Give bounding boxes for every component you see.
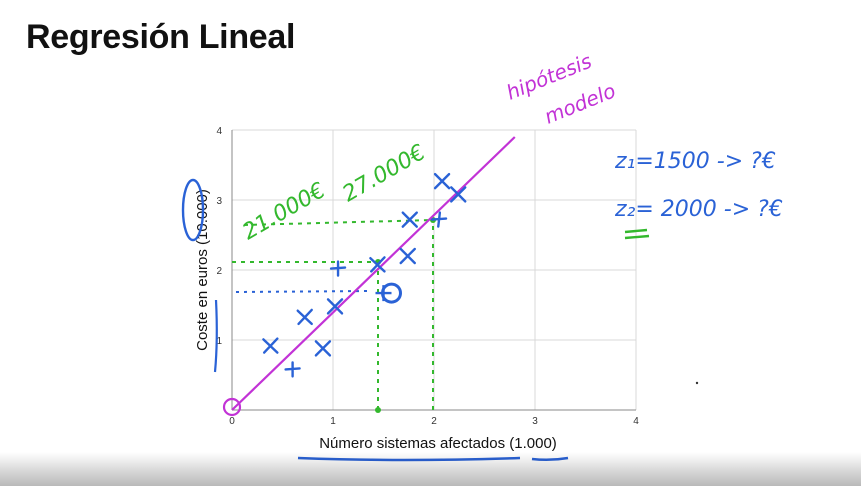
y-tick-label-1: 2 [216,266,222,277]
data-point-2 [314,340,332,357]
y-unit-circle [181,178,205,242]
x-label-underline [297,456,521,462]
guide-dot-x1500 [375,407,381,413]
data-point-3 [296,308,313,326]
y-tick-label-2: 3 [216,196,222,207]
guide-blue-highlight [235,290,373,293]
annotation-21000: 21.000€ [239,178,330,245]
model-line [231,136,516,411]
y-label-underline [213,299,218,373]
z2-underline [624,228,650,240]
data-point-5 [329,260,347,277]
y-tick-label-3: 4 [216,126,222,137]
stray-dot [695,381,699,385]
data-point-6 [369,256,386,273]
guide-lines [232,219,434,410]
video-bottom-shade [0,452,861,486]
data-point-10 [433,172,451,190]
data-point-4 [326,298,344,315]
highlight-point-circle [381,282,402,304]
x-tick-label-0: 0 [229,416,235,427]
x-tick-label-4: 4 [633,416,639,427]
slide-title: Regresión Lineal [26,18,296,56]
chart-grid [232,129,637,410]
y-axis-label: Coste en euros (10.000) [194,189,211,351]
annotation-27000: 27.000€ [339,140,430,207]
data-point-11 [450,186,467,203]
data-point-7 [399,247,416,265]
x-unit-underline [531,456,569,462]
x-axis-label: Número sistemas afectados (1.000) [319,435,557,452]
y-tick-label-0: 1 [216,336,222,347]
data-point-8 [401,211,418,228]
data-points [262,172,467,378]
data-point-0 [262,337,279,354]
x-tick-label-3: 3 [532,416,538,427]
annotation-z1: z₁=1500 -> ?€ [614,149,776,174]
origin-circle [222,397,242,417]
x-tick-label-1: 1 [330,416,336,427]
tick-labels: 0 1 2 3 4 1 2 3 4 [216,126,639,427]
annotation-z2: z₂= 2000 -> ?€ [614,197,783,222]
x-tick-label-2: 2 [431,416,437,427]
data-point-9 [430,211,448,228]
data-point-1 [284,361,301,378]
